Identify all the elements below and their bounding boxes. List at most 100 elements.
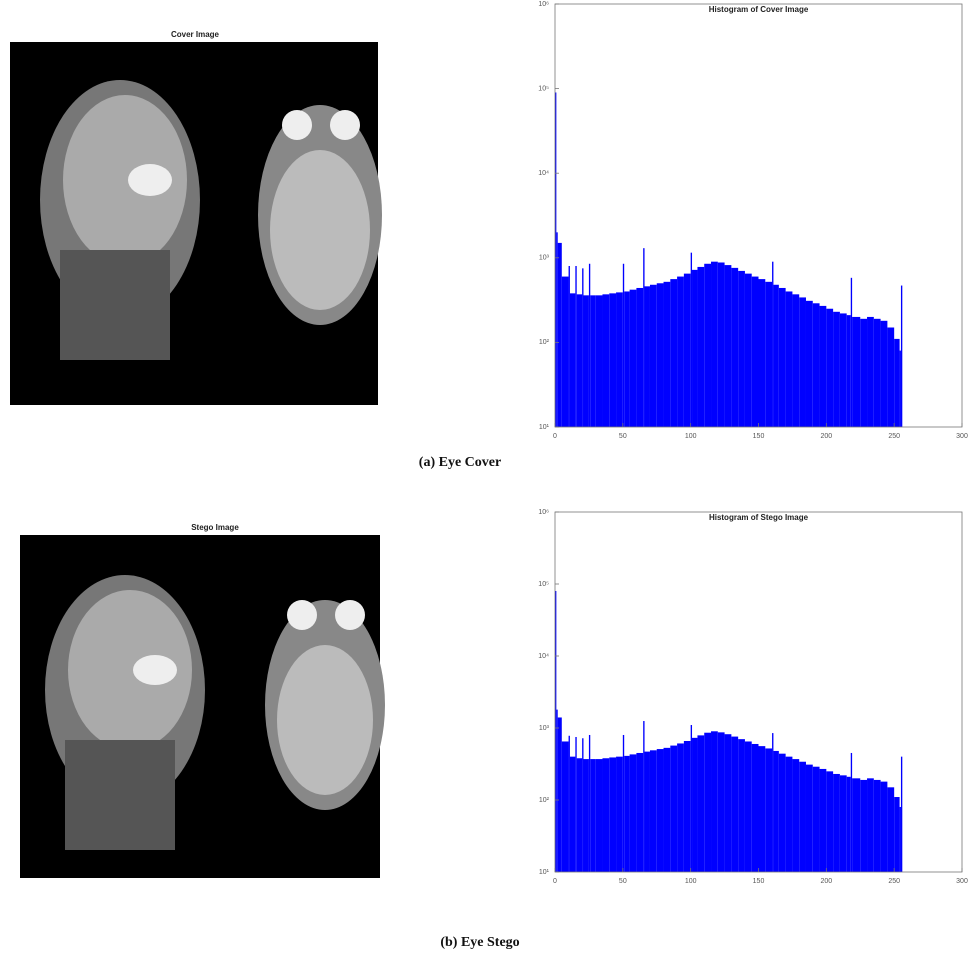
bar	[813, 303, 820, 427]
bar	[833, 312, 840, 427]
bar	[718, 732, 725, 872]
bar	[623, 264, 624, 427]
bar	[590, 759, 595, 872]
bar	[786, 757, 793, 872]
bar	[590, 295, 595, 427]
bar	[697, 735, 704, 872]
bar	[704, 733, 711, 872]
bar	[759, 279, 766, 427]
x-tick-label: 50	[619, 433, 627, 440]
bar	[692, 270, 697, 427]
x-tick-label: 150	[753, 433, 765, 440]
bar	[773, 751, 778, 872]
bar	[570, 293, 575, 427]
bar	[867, 778, 874, 872]
bar	[596, 759, 603, 872]
bar	[813, 767, 820, 872]
bar	[745, 741, 752, 872]
bar	[602, 758, 609, 872]
bar	[852, 778, 860, 872]
bar	[577, 294, 582, 427]
bar	[562, 741, 569, 872]
bar	[657, 283, 664, 427]
bar	[582, 268, 583, 427]
bar	[684, 274, 691, 427]
bar	[806, 301, 813, 427]
bar	[792, 759, 799, 872]
bar	[851, 753, 852, 872]
bar	[636, 288, 643, 427]
bar	[894, 797, 899, 872]
bar	[772, 262, 773, 427]
bar	[697, 267, 704, 427]
y-tick-label: 10⁵	[538, 581, 549, 588]
bar	[826, 309, 833, 427]
bar	[556, 710, 557, 872]
y-tick-label: 10²	[539, 797, 550, 804]
bar	[636, 753, 643, 872]
x-tick-label: 250	[888, 433, 900, 440]
image-title: Stego Image	[191, 523, 239, 532]
y-tick-label: 10⁴	[538, 653, 549, 660]
bar	[901, 286, 902, 427]
bar	[650, 285, 657, 427]
y-tick-label: 10³	[539, 255, 550, 262]
bar	[820, 306, 827, 427]
bar	[851, 278, 852, 427]
x-tick-label: 300	[956, 433, 968, 440]
bar	[558, 717, 562, 872]
bar	[624, 291, 629, 427]
bar	[773, 285, 778, 427]
bar	[799, 762, 806, 872]
bar	[745, 274, 752, 427]
bar	[589, 264, 590, 427]
bar	[765, 282, 772, 427]
cover-image	[10, 42, 382, 405]
bar	[752, 277, 759, 427]
bar	[887, 787, 894, 872]
bar	[684, 741, 691, 872]
bar	[602, 294, 609, 427]
x-tick-label: 150	[753, 878, 765, 885]
figure: Cover Image Stego Image (a) Eye Cover (b…	[0, 0, 974, 966]
bar	[582, 738, 583, 872]
x-tick-label: 50	[619, 878, 627, 885]
bar	[609, 757, 616, 872]
bar	[806, 765, 813, 872]
y-tick-label: 10⁶	[538, 1, 549, 8]
bar	[792, 294, 799, 427]
y-tick-label: 10²	[539, 339, 550, 346]
bar	[630, 290, 637, 427]
bar	[643, 721, 644, 872]
bar	[900, 351, 901, 427]
bar	[670, 279, 677, 427]
bar	[616, 757, 623, 872]
bar	[692, 738, 697, 872]
bar	[558, 243, 562, 427]
bar	[596, 295, 603, 427]
bar	[779, 754, 786, 872]
bar	[616, 292, 623, 427]
bar	[840, 313, 847, 427]
bar	[860, 780, 867, 872]
bar	[772, 733, 773, 872]
x-tick-label: 0	[553, 878, 557, 885]
x-tick-label: 100	[685, 878, 697, 885]
bar	[624, 756, 629, 872]
bar	[677, 743, 684, 872]
bar	[738, 739, 745, 872]
bar	[570, 757, 575, 872]
y-tick-label: 10¹	[539, 424, 550, 431]
bar	[725, 265, 732, 427]
bar	[840, 775, 847, 872]
bar	[650, 750, 657, 872]
bar	[881, 321, 888, 427]
bar	[826, 771, 833, 872]
bar	[630, 754, 637, 872]
chart-title: Histogram of Cover Image	[709, 5, 809, 14]
bar	[664, 748, 671, 872]
bar	[900, 807, 901, 872]
x-tick-label: 200	[820, 878, 832, 885]
bar	[759, 746, 766, 872]
bar	[731, 737, 738, 872]
